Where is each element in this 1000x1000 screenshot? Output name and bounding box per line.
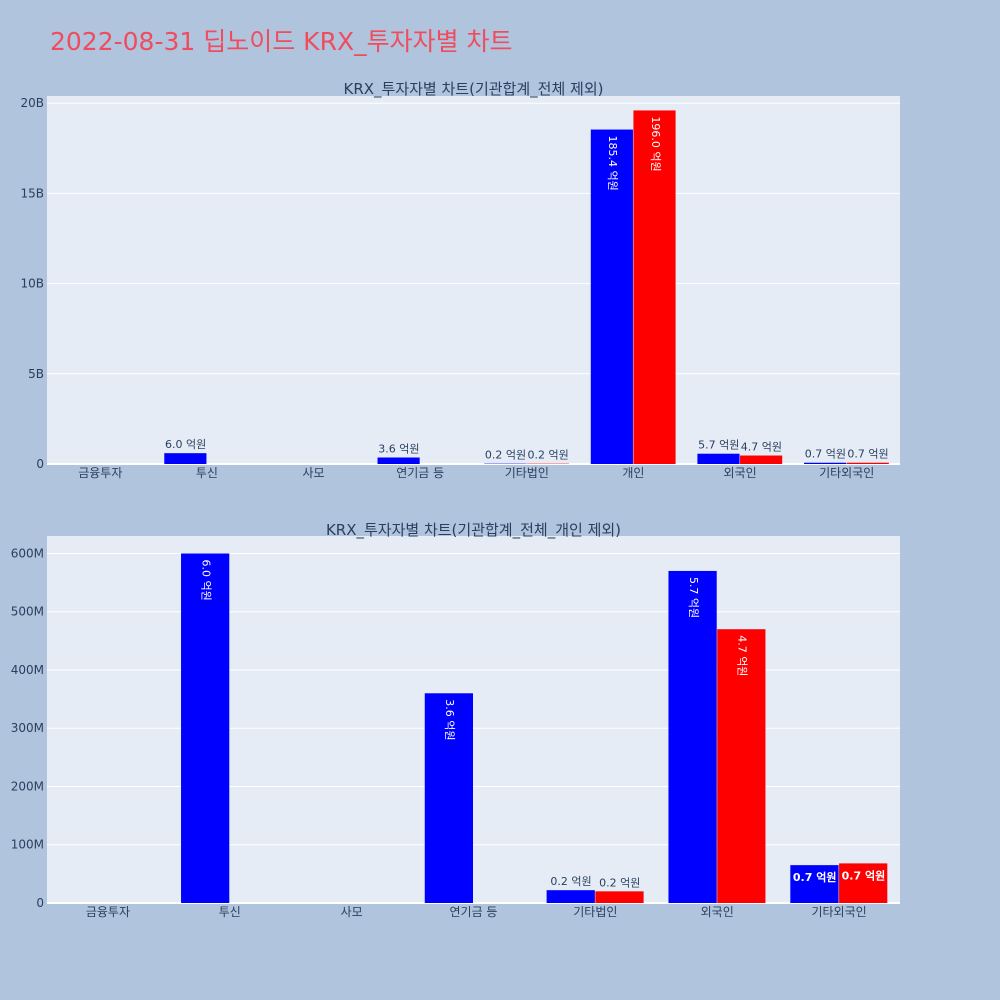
x-tick-label: 기타외국인	[811, 905, 866, 919]
x-tick-label: 사모	[303, 466, 325, 480]
data-label: 5.7 억원	[687, 577, 700, 618]
data-label: 3.6 억원	[378, 443, 419, 456]
x-tick-label: 투신	[219, 905, 241, 919]
y-tick-label: 10B	[20, 277, 44, 291]
data-label: 6.0 억원	[199, 559, 212, 600]
x-tick-label: 금융투자	[78, 466, 122, 480]
bar-sell	[633, 110, 676, 465]
data-label: 0.2 억원	[599, 876, 640, 889]
bar-buy	[377, 457, 420, 464]
x-tick-label: 기타법인	[505, 466, 549, 480]
y-tick-label: 0	[36, 457, 44, 471]
bar-sell	[846, 462, 889, 464]
bar-buy	[424, 693, 473, 903]
y-tick-label: 300M	[11, 721, 44, 735]
x-tick-label: 투신	[196, 466, 218, 480]
data-label: 196.0 억원	[649, 116, 662, 171]
data-label: 0.7 억원	[793, 870, 837, 884]
x-tick-label: 사모	[341, 905, 363, 919]
x-tick-label: 기타법인	[573, 905, 617, 919]
y-tick-label: 20B	[20, 96, 44, 110]
x-tick-label: 개인	[622, 466, 644, 480]
x-tick-label: 금융투자	[86, 905, 130, 919]
plot-area-1	[47, 536, 900, 903]
bar-buy	[697, 453, 740, 464]
data-label: 0.2 억원	[528, 449, 569, 462]
bar-buy	[590, 129, 633, 464]
y-tick-label: 500M	[11, 605, 44, 619]
y-tick-label: 0	[36, 896, 44, 910]
data-label: 6.0 억원	[165, 438, 206, 451]
x-tick-label: 외국인	[701, 905, 734, 919]
y-tick-label: 100M	[11, 838, 44, 852]
data-label: 0.7 억원	[805, 448, 846, 461]
bar-buy	[668, 570, 717, 903]
bar-buy	[164, 453, 207, 464]
data-label: 4.7 억원	[741, 441, 782, 454]
y-tick-label: 400M	[11, 663, 44, 677]
data-label: 0.2 억원	[550, 875, 591, 888]
y-tick-label: 600M	[11, 546, 44, 560]
subplot-title: KRX_투자자별 차트(기관합계_전체_개인 제외)	[326, 521, 621, 540]
data-label: 0.7 억원	[847, 448, 888, 461]
bar-sell	[740, 455, 783, 464]
bar-sell	[595, 891, 644, 903]
data-label: 0.7 억원	[842, 868, 886, 882]
data-label: 5.7 억원	[698, 439, 739, 452]
data-label: 3.6 억원	[443, 699, 456, 740]
x-tick-label: 연기금 등	[396, 466, 444, 480]
subplot-title: KRX_투자자별 차트(기관합계_전체 제외)	[344, 80, 604, 99]
bar-buy	[790, 865, 839, 903]
x-tick-label: 외국인	[724, 466, 757, 480]
data-label: 4.7 억원	[736, 635, 749, 676]
y-tick-label: 200M	[11, 779, 44, 793]
bar-sell	[717, 629, 766, 903]
x-tick-label: 기타외국인	[819, 466, 874, 480]
bar-buy	[804, 462, 847, 464]
bar-buy	[181, 553, 230, 903]
bar-buy	[546, 890, 595, 903]
data-label: 0.2 억원	[485, 449, 526, 462]
plot-area-0	[47, 96, 900, 464]
data-label: 185.4 억원	[606, 136, 619, 191]
x-tick-label: 연기금 등	[450, 905, 498, 919]
page-title: 2022-08-31 딥노이드 KRX_투자자별 차트	[50, 27, 513, 56]
y-tick-label: 15B	[20, 186, 44, 200]
y-tick-label: 5B	[28, 367, 44, 381]
bar-sell	[839, 863, 888, 903]
